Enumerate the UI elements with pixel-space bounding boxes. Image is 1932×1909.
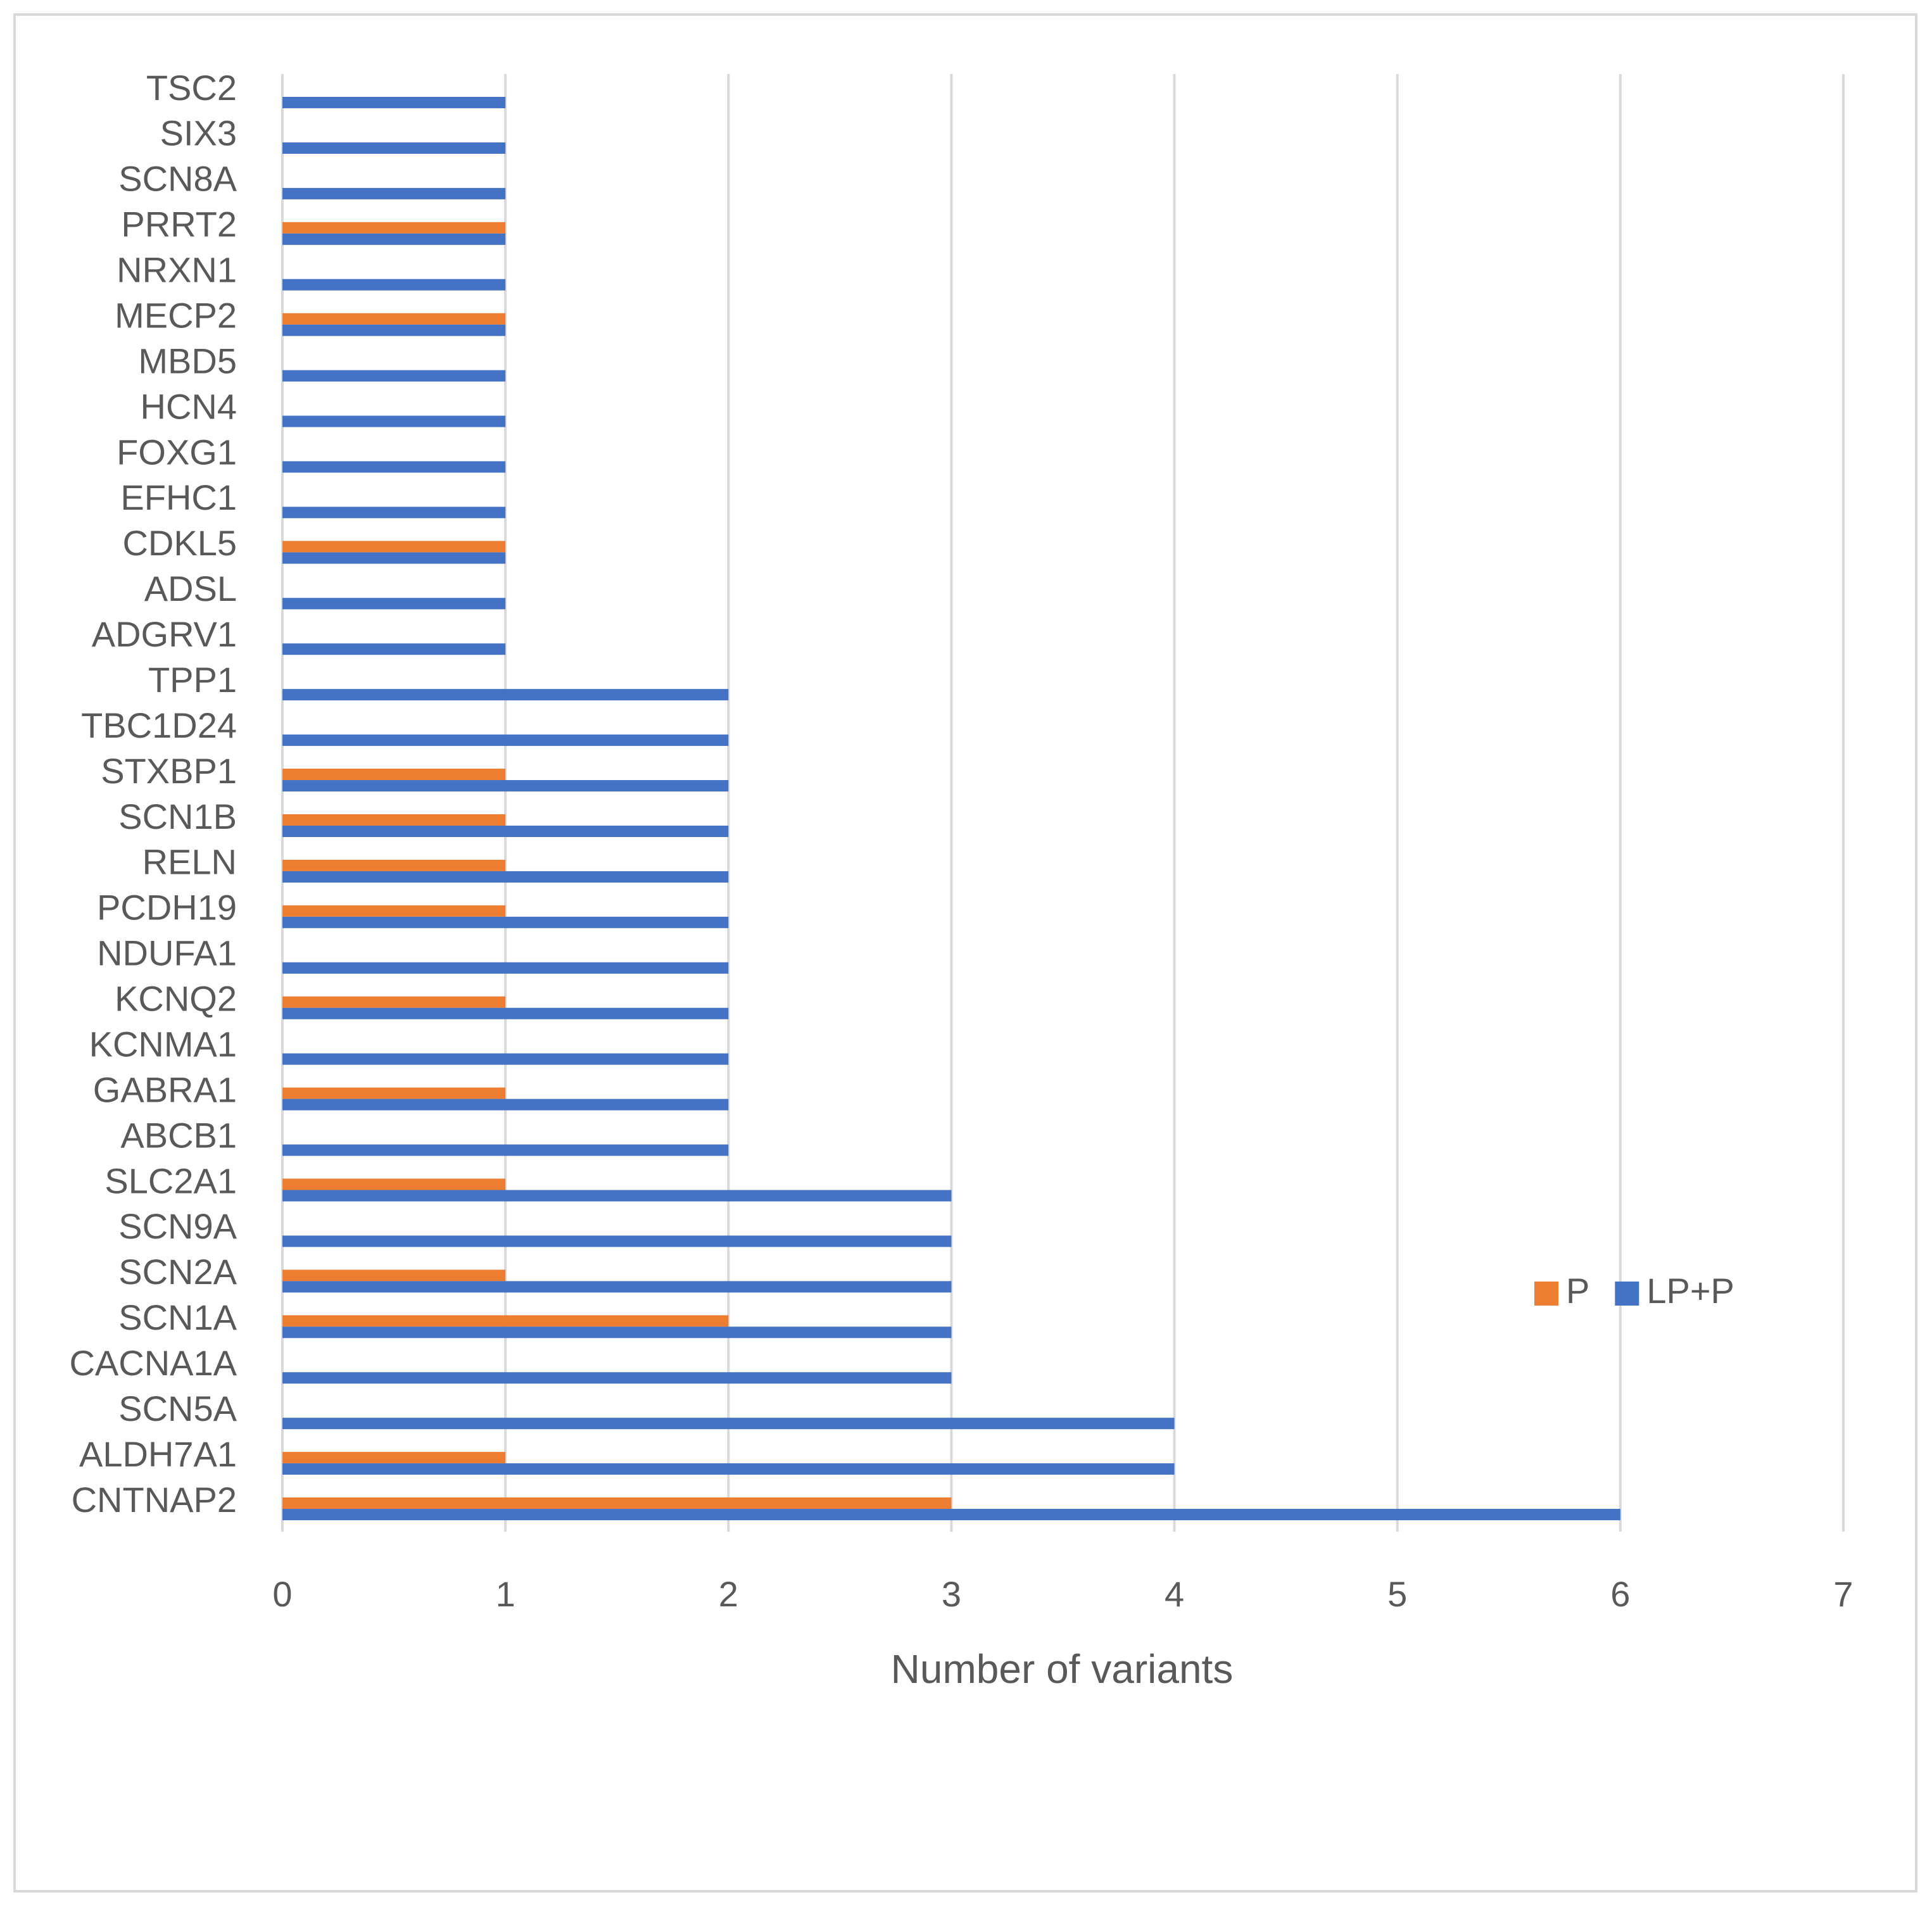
- y-tick-label: CACNA1A: [69, 1343, 237, 1383]
- y-tick-label: NRXN1: [117, 250, 237, 290]
- legend-swatch: [1615, 1282, 1639, 1306]
- x-tick-label: 3: [942, 1574, 961, 1614]
- bar: [282, 734, 729, 747]
- x-tick-label: 1: [496, 1574, 515, 1614]
- y-tick-label: ADGRV1: [92, 614, 237, 654]
- bar: [282, 689, 729, 701]
- x-tick-label: 7: [1833, 1574, 1853, 1614]
- bar: [282, 871, 729, 883]
- x-axis-label: Number of variants: [891, 1646, 1234, 1692]
- bar: [282, 1463, 1175, 1475]
- y-tick-label: TSC2: [146, 68, 237, 108]
- y-tick-label: GABRA1: [93, 1069, 237, 1109]
- bar: [282, 780, 729, 792]
- x-tick-label: 4: [1165, 1574, 1184, 1614]
- bar: [282, 1087, 506, 1099]
- bar: [282, 905, 506, 917]
- y-tick-label: NDUFA1: [97, 933, 237, 973]
- x-tick-label: 5: [1387, 1574, 1407, 1614]
- y-tick-label: MECP2: [115, 295, 237, 335]
- bar: [282, 643, 506, 655]
- bar: [282, 96, 506, 108]
- x-tick-label: 6: [1610, 1574, 1630, 1614]
- y-tick-label: TBC1D24: [81, 705, 237, 745]
- y-tick-label: CNTNAP2: [72, 1480, 237, 1520]
- bar: [282, 1190, 952, 1202]
- bar: [282, 814, 506, 826]
- bar: [282, 1315, 729, 1327]
- bar: [282, 859, 506, 871]
- bar: [282, 1281, 952, 1293]
- bar: [282, 1178, 506, 1190]
- y-tick-label: SCN5A: [118, 1389, 237, 1428]
- bar: [282, 461, 506, 473]
- y-tick-label: KCNMA1: [89, 1024, 237, 1064]
- y-tick-label: SIX3: [160, 113, 237, 153]
- bar: [282, 1270, 506, 1282]
- y-tick-label: PCDH19: [97, 888, 237, 928]
- bar: [282, 769, 506, 781]
- y-tick-label: SCN1B: [118, 797, 237, 836]
- bar: [282, 313, 506, 325]
- y-tick-label: SCN8A: [118, 159, 237, 199]
- bar: [282, 507, 506, 519]
- x-tick-label: 2: [719, 1574, 738, 1614]
- bar: [282, 370, 506, 382]
- bar: [282, 598, 506, 610]
- y-tick-label: RELN: [142, 842, 237, 882]
- y-tick-label: SCN9A: [118, 1206, 237, 1246]
- bar: [282, 187, 506, 199]
- bar: [282, 1144, 729, 1156]
- bar: [282, 1053, 729, 1065]
- bar: [282, 1497, 952, 1509]
- bar: [282, 279, 506, 291]
- bar: [282, 1235, 952, 1247]
- y-tick-label: EFHC1: [120, 477, 237, 517]
- y-tick-label: ALDH7A1: [79, 1434, 237, 1474]
- y-tick-label: CDKL5: [122, 523, 237, 563]
- bar: [282, 1509, 1620, 1521]
- y-tick-label: TPP1: [148, 660, 237, 700]
- bar: [282, 1372, 952, 1384]
- bar: [282, 916, 729, 928]
- bar: [282, 541, 506, 553]
- bar: [282, 962, 729, 974]
- x-tick-label: 0: [272, 1574, 292, 1614]
- bar: [282, 1452, 506, 1464]
- y-tick-label: FOXG1: [117, 432, 237, 472]
- bar: [282, 1418, 1175, 1430]
- bar: [282, 1007, 729, 1019]
- y-tick-label: SLC2A1: [104, 1161, 237, 1200]
- bar: [282, 324, 506, 336]
- y-tick-label: PRRT2: [121, 205, 237, 244]
- bar: [282, 552, 506, 564]
- bar: [282, 1099, 729, 1111]
- y-tick-label: STXBP1: [101, 751, 237, 791]
- legend-label: P: [1566, 1271, 1589, 1311]
- bar: [282, 222, 506, 234]
- chart-border: [13, 13, 1917, 1893]
- y-tick-label: ADSL: [144, 569, 237, 608]
- bar: [282, 233, 506, 245]
- y-tick-label: SCN2A: [118, 1252, 237, 1292]
- bar: [282, 996, 506, 1008]
- legend-label: LP+P: [1646, 1271, 1734, 1311]
- bar: [282, 1326, 952, 1339]
- y-tick-label: MBD5: [138, 341, 237, 381]
- y-tick-label: KCNQ2: [115, 979, 237, 1019]
- bar: [282, 415, 506, 427]
- y-tick-label: ABCB1: [120, 1115, 237, 1155]
- bar: [282, 825, 729, 837]
- legend-swatch: [1534, 1282, 1558, 1306]
- y-tick-label: HCN4: [141, 386, 237, 426]
- y-tick-label: SCN1A: [118, 1297, 237, 1337]
- bar: [282, 142, 506, 154]
